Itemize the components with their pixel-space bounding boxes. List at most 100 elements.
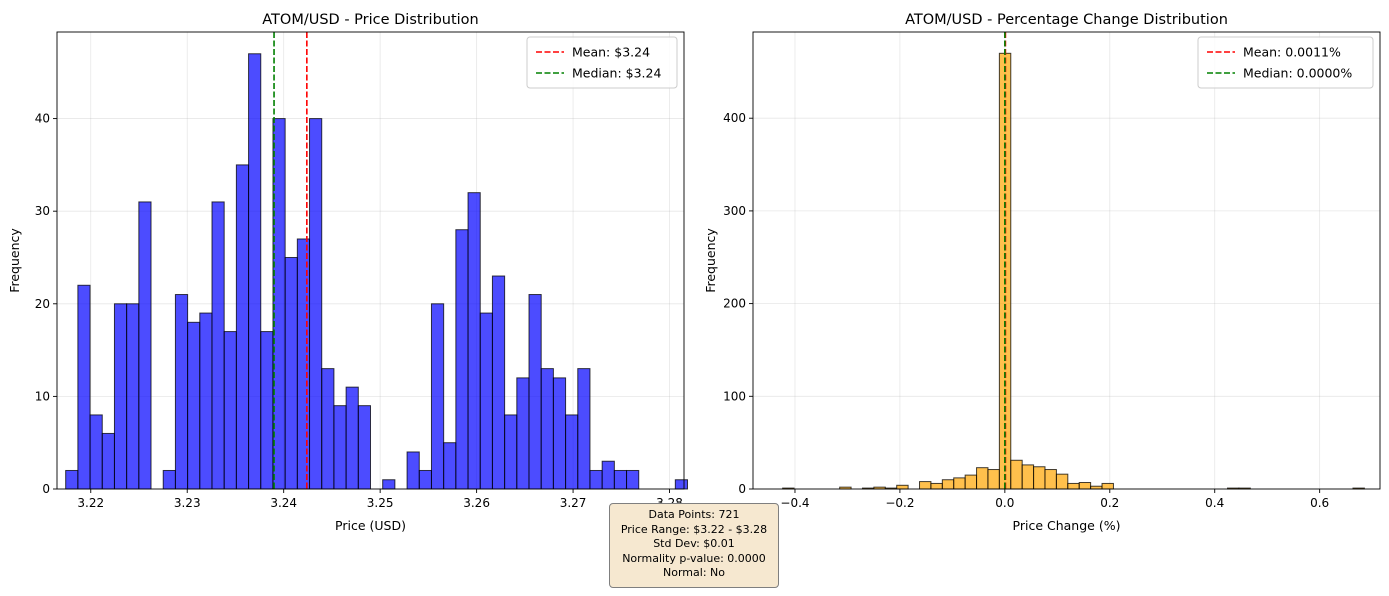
- histogram-bar: [77, 284, 91, 490]
- x-tick-label: 0.0: [995, 496, 1014, 510]
- stats-price-range: Price Range: $3.22 - $3.28: [620, 522, 768, 536]
- histogram-bar: [467, 192, 481, 490]
- histogram-bar: [418, 469, 432, 490]
- x-tick-label: −0.4: [780, 496, 809, 510]
- y-axis-label: Frequency: [703, 228, 718, 293]
- histogram-bar: [382, 479, 396, 490]
- histogram-bar: [930, 482, 943, 490]
- x-tick-label: 3.24: [270, 496, 297, 510]
- histogram-bar: [162, 469, 176, 490]
- y-tick-label: 40: [35, 112, 50, 126]
- histogram-bar: [1044, 469, 1057, 490]
- chart-title: ATOM/USD - Price Distribution: [262, 12, 478, 28]
- legend-mean-label: Mean: $3.24: [572, 45, 650, 60]
- x-tick-label: 3.26: [463, 496, 490, 510]
- histogram-bar: [540, 368, 554, 490]
- histogram-bar: [284, 256, 298, 490]
- histogram-bar: [321, 368, 335, 490]
- histogram-bar: [1101, 482, 1114, 490]
- y-tick-label: 100: [723, 389, 746, 403]
- histogram-bar: [626, 469, 640, 490]
- stats-normality-p-value: Normality p-value: 0.0000: [622, 551, 766, 565]
- histogram-bar: [113, 303, 128, 490]
- histogram-bar: [1078, 482, 1092, 490]
- y-tick-label: 20: [35, 297, 50, 311]
- legend-median-label: Median: $3.24: [572, 66, 661, 81]
- x-tick-label: 0.6: [1310, 496, 1329, 510]
- histogram-bar: [919, 481, 932, 490]
- stats-normal: Normal: No: [663, 566, 725, 579]
- histogram-bar: [101, 432, 115, 490]
- histogram-bar: [613, 469, 628, 490]
- chart-title: ATOM/USD - Percentage Change Distributio…: [905, 12, 1228, 28]
- histogram-bar: [674, 479, 689, 490]
- legend-mean-label: Mean: 0.0011%: [1243, 45, 1341, 60]
- histogram-bar: [260, 331, 274, 490]
- legend-median-label: Median: 0.0000%: [1243, 66, 1352, 81]
- histogram-bar: [1033, 466, 1046, 490]
- y-axis-label: Frequency: [7, 228, 22, 293]
- histogram-bar: [1021, 464, 1035, 490]
- legend-box: [526, 36, 678, 89]
- histogram-bar: [953, 477, 966, 490]
- y-tick-label: 10: [35, 389, 50, 403]
- histogram-bar: [223, 331, 237, 490]
- histogram-bar: [187, 321, 201, 490]
- histogram-bar: [345, 386, 359, 490]
- histogram-bar: [516, 377, 530, 490]
- x-tick-label: 0.2: [1100, 496, 1119, 510]
- statistics-box: Data Points: 721 Price Range: $3.22 - $3…: [609, 503, 779, 588]
- histogram-bar: [430, 303, 445, 490]
- histogram-bar: [1055, 473, 1069, 490]
- histogram-bar: [601, 460, 615, 490]
- x-tick-label: 3.23: [174, 496, 201, 510]
- histogram-bar: [565, 414, 579, 490]
- histogram-bar: [589, 469, 603, 490]
- histogram-bar: [504, 414, 518, 490]
- histogram-bar: [577, 368, 591, 490]
- y-tick-label: 200: [723, 297, 746, 311]
- histogram-bar: [309, 118, 323, 490]
- histogram-bar: [552, 377, 567, 490]
- price-distribution-chart: 3.223.233.243.253.263.273.28010203040ATO…: [7, 12, 689, 533]
- histogram-bar: [357, 405, 371, 490]
- histogram-bar: [491, 275, 506, 490]
- x-tick-label: 3.27: [560, 496, 587, 510]
- y-tick-label: 0: [738, 482, 746, 496]
- histogram-bar: [89, 414, 103, 490]
- x-tick-label: −0.2: [885, 496, 914, 510]
- legend-box: [1197, 36, 1374, 89]
- histogram-bar: [211, 201, 225, 490]
- histogram-bar: [199, 312, 213, 490]
- legend: Mean: 0.0011% Median: 0.0000%: [1197, 36, 1374, 89]
- histogram-bar: [333, 405, 347, 490]
- histogram-bar: [479, 312, 493, 490]
- stats-std-dev: Std Dev: $0.01: [653, 537, 735, 550]
- percentage-change-chart: −0.4 −0.2 0.0 0.2 0.4 0.6 0 100 200 300 400 ATOM/US…: [703, 12, 1381, 533]
- y-tick-label: 0: [42, 482, 50, 496]
- histogram-bar: [896, 484, 909, 490]
- x-tick-label: 0.4: [1205, 496, 1224, 510]
- histogram-bar: [964, 474, 978, 490]
- y-tick-label: 30: [35, 204, 50, 218]
- histogram-bar: [976, 467, 989, 490]
- histogram-bar: [235, 164, 250, 490]
- histogram-bar: [1010, 459, 1023, 490]
- axes-frame: [56, 31, 685, 490]
- histogram-bar: [174, 294, 189, 490]
- histogram-bar: [296, 238, 311, 490]
- histogram-bar: [406, 451, 420, 490]
- x-tick-label: 3.22: [77, 496, 104, 510]
- x-axis-label: Price (USD): [335, 518, 406, 533]
- histogram-bar: [987, 469, 1000, 490]
- x-tick-label: 3.25: [367, 496, 394, 510]
- y-tick-label: 300: [723, 204, 746, 218]
- axes-frame: [752, 31, 1381, 490]
- histogram-bar: [443, 442, 457, 490]
- histogram-bar: [126, 303, 140, 490]
- histogram-bar: [528, 294, 542, 490]
- legend: Mean: $3.24 Median: $3.24: [526, 36, 678, 89]
- histogram-bar: [455, 229, 469, 490]
- histogram-bar: [65, 469, 79, 490]
